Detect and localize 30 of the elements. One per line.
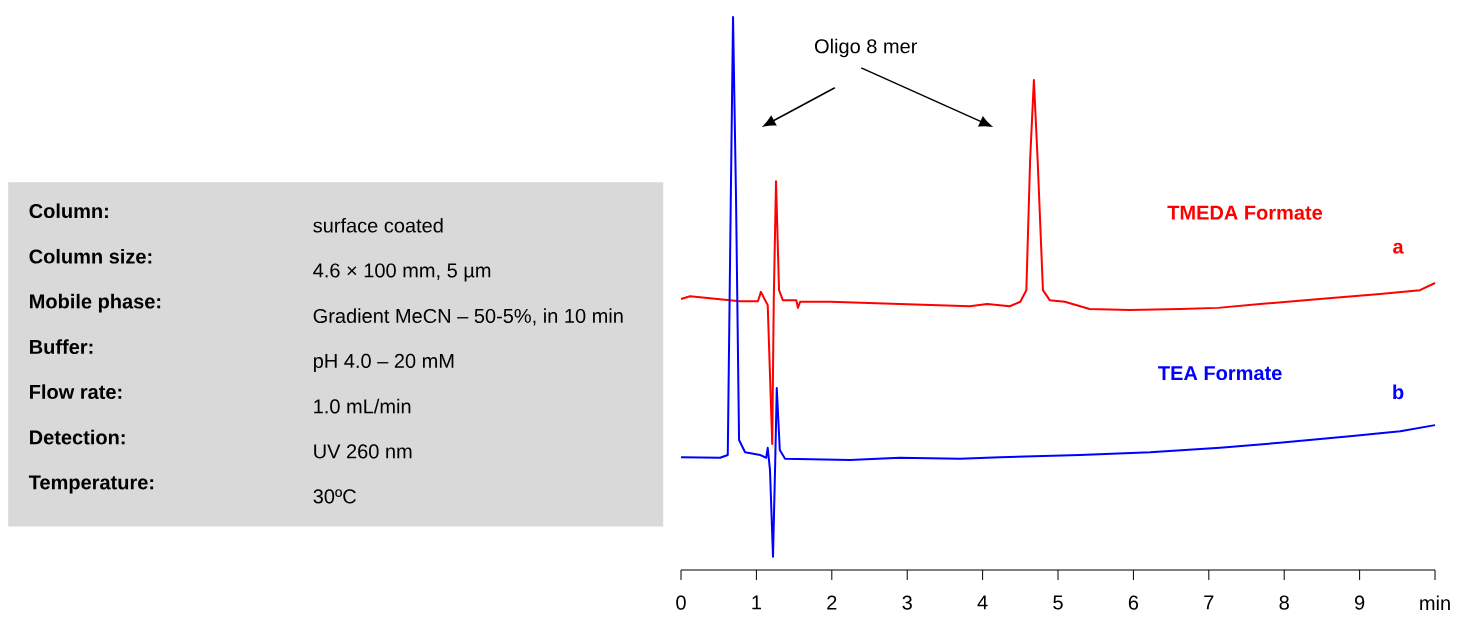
text: Detection:: [30, 429, 125, 445]
x-tick-label: 9: [1354, 595, 1365, 610]
text: 1.0 mL/min: [314, 398, 411, 414]
x-tick-label: 3: [902, 595, 912, 610]
text: Buffer:: [30, 339, 93, 355]
x-tick-label: 2: [827, 595, 837, 610]
text: Temperature:: [28, 475, 154, 494]
x-tick-label: min: [1420, 595, 1450, 611]
text: TEA Formate: [1158, 366, 1282, 381]
x-tick-label: 7: [1204, 595, 1214, 610]
text: 30ºC: [313, 489, 356, 504]
x-tick-label: 4: [977, 595, 988, 610]
x-tick-label: 0: [676, 595, 686, 610]
x-tick-label: 5: [1053, 595, 1063, 610]
text: surface coated: [313, 217, 443, 233]
x-tick-label: 1: [752, 595, 761, 610]
text: Gradient MeCN – 50-5%, in 10 min: [313, 308, 623, 326]
x-tick-label: 6: [1128, 595, 1139, 610]
text: 4.6 × 100 mm, 5 µm: [313, 263, 491, 282]
text: UV 260 nm: [314, 444, 412, 459]
text: pH 4.0 – 20 mM: [313, 353, 454, 372]
annotation: b: [1393, 384, 1404, 400]
text: TMEDA Formate: [1167, 205, 1323, 220]
x-tick-label: 8: [1279, 595, 1289, 610]
annotation: Oligo 8 mer: [815, 38, 918, 58]
text: Column:: [29, 203, 108, 219]
annotation: a: [1393, 242, 1404, 254]
text: Mobile phase:: [30, 293, 161, 313]
text: Column size:: [29, 248, 152, 264]
text: Flow rate:: [30, 384, 122, 399]
